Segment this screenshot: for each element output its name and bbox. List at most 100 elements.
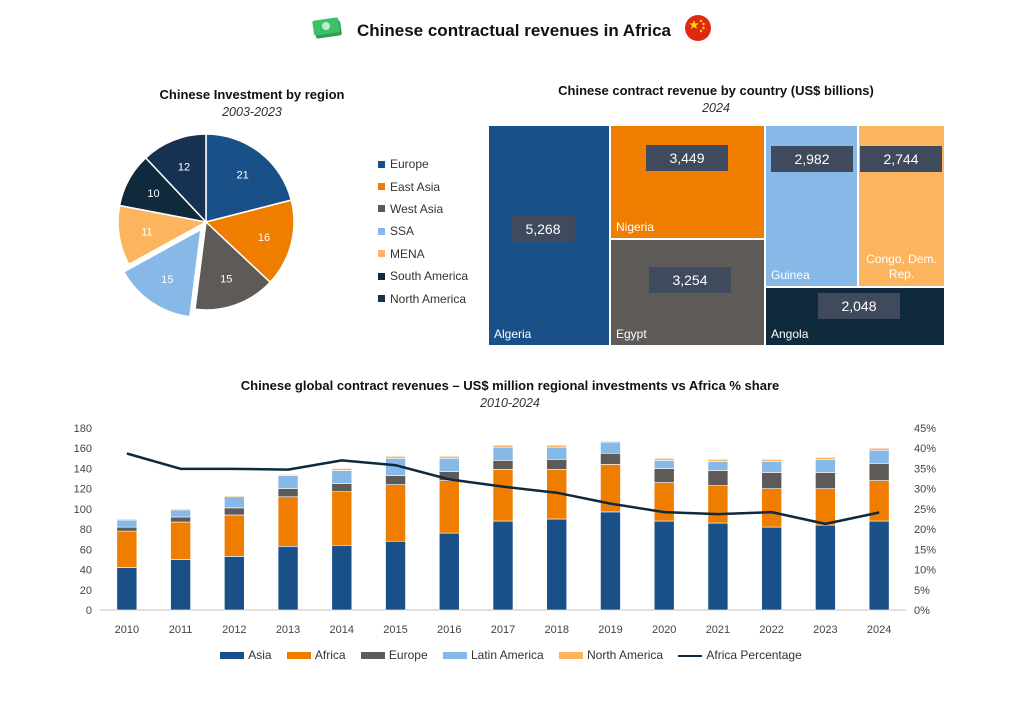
x-axis-tick-label: 2023 bbox=[813, 624, 837, 636]
bar-segment-north-america bbox=[707, 459, 729, 462]
treemap-tile-angola: 2,048 Angola bbox=[765, 287, 945, 346]
treemap-label: Egypt bbox=[616, 327, 647, 341]
bar-segment-asia bbox=[277, 546, 299, 611]
bar-segment-north-america bbox=[331, 468, 353, 471]
legend-item-europe: Europe bbox=[360, 648, 428, 662]
pie-slice-europe bbox=[205, 133, 293, 223]
bar-segment-africa bbox=[492, 469, 514, 522]
y-axis-tick-label: 120 bbox=[74, 484, 92, 496]
legend-label: Africa bbox=[314, 648, 346, 662]
bar-segment-europe bbox=[815, 472, 836, 489]
stacked-bar-chart: 0 20 40 60 80 100 120 140 160 180 0% 5% 10% 15% 20% 25%… bbox=[74, 423, 937, 636]
treemap-label: Angola bbox=[771, 327, 809, 341]
legend-item-south-america: South America bbox=[378, 265, 468, 287]
bar-segment-asia bbox=[653, 520, 675, 611]
bar-segment-asia bbox=[331, 544, 353, 611]
legend-swatch bbox=[442, 652, 467, 660]
bar-segment-asia bbox=[707, 522, 729, 611]
y-axis-tick-label: 100 bbox=[74, 504, 92, 516]
legend-item-west-asia: West Asia bbox=[378, 198, 468, 220]
bar-segment-latin-america bbox=[868, 449, 890, 464]
legend-label: North America bbox=[587, 648, 664, 662]
bar-segment-europe bbox=[492, 460, 514, 470]
bar-segment-north-america bbox=[815, 457, 836, 460]
legend-swatch bbox=[378, 183, 385, 191]
y2-axis-tick-label: 20% bbox=[914, 524, 936, 536]
y2-axis-tick-label: 10% bbox=[914, 565, 936, 577]
legend-item-north-america: North America bbox=[378, 287, 468, 309]
bar-segment-africa bbox=[707, 485, 729, 524]
bar-segment-africa bbox=[116, 530, 138, 568]
legend-label: North America bbox=[390, 291, 467, 306]
treemap-label: Algeria bbox=[494, 327, 532, 341]
treemap-tile-egypt: 3,254 Egypt bbox=[610, 239, 765, 346]
bar-segment-north-america bbox=[600, 440, 621, 443]
page-title: Chinese contractual revenues in Africa bbox=[357, 20, 671, 40]
bar-segment-north-america bbox=[868, 447, 890, 451]
x-axis-tick-label: 2013 bbox=[276, 624, 300, 636]
bar-chart-title: Chinese global contract revenues – US$ m… bbox=[240, 378, 780, 393]
bar-segment-latin-america bbox=[331, 470, 353, 484]
bar-segment-europe bbox=[868, 463, 890, 481]
pie-subtitle: 2003-2023 bbox=[222, 105, 282, 119]
legend-line-swatch bbox=[678, 654, 703, 657]
bar-segment-africa bbox=[385, 484, 406, 542]
bar-segment-africa bbox=[224, 514, 245, 557]
pie-slice-label: 21 bbox=[237, 170, 249, 182]
treemap-subtitle: 2024 bbox=[702, 101, 730, 115]
pie-slice-label: 15 bbox=[161, 274, 173, 286]
legend-swatch bbox=[559, 652, 584, 660]
main-title: Chinese contractual revenues in Africa bbox=[0, 14, 1022, 47]
x-axis-tick-label: 2017 bbox=[491, 624, 515, 636]
bar-segment-europe bbox=[546, 459, 568, 470]
bar-segment-north-america bbox=[653, 458, 675, 461]
bar-segment-north-america bbox=[546, 444, 568, 448]
treemap-value: 5,268 bbox=[511, 216, 575, 242]
x-axis-tick-label: 2021 bbox=[706, 624, 730, 636]
bar-segment-africa bbox=[815, 488, 836, 526]
bar-segment-africa bbox=[653, 482, 675, 522]
y2-axis-tick-label: 0% bbox=[914, 605, 930, 617]
bar-segment-europe bbox=[116, 526, 138, 532]
treemap-value: 3,449 bbox=[646, 145, 728, 171]
x-axis-tick-label: 2012 bbox=[222, 624, 246, 636]
y2-axis-tick-label: 5% bbox=[914, 585, 930, 597]
africa-percentage-line bbox=[126, 452, 880, 526]
x-axis-tick-label: 2018 bbox=[544, 624, 568, 636]
pie-title: Chinese Investment by region bbox=[159, 87, 345, 102]
bar-segment-north-america bbox=[761, 459, 782, 462]
pie-slice-west-asia bbox=[194, 220, 272, 311]
y-axis-tick-label: 160 bbox=[74, 443, 92, 455]
legend-swatch bbox=[378, 227, 385, 235]
legend-label: West Asia bbox=[390, 201, 444, 216]
x-axis-tick-label: 2024 bbox=[867, 624, 891, 636]
treemap-value: 2,982 bbox=[771, 146, 853, 172]
legend-swatch bbox=[378, 205, 385, 213]
bar-segment-latin-america bbox=[707, 461, 729, 471]
bar-segment-latin-america bbox=[653, 460, 675, 469]
legend-label: Europe bbox=[390, 157, 429, 172]
bar-segment-europe bbox=[331, 483, 353, 493]
bar-chart-legend: Asia Africa Europe Latin America North A… bbox=[0, 648, 1022, 662]
legend-label: Latin America bbox=[470, 648, 544, 662]
x-axis-tick-label: 2015 bbox=[383, 624, 407, 636]
bar-segment-europe bbox=[224, 507, 245, 516]
y2-axis-tick-label: 45% bbox=[914, 423, 936, 435]
bar-segment-asia bbox=[116, 567, 138, 611]
bar-segment-europe bbox=[277, 488, 299, 498]
treemap-tile-guinea: 2,982 Guinea bbox=[765, 125, 858, 287]
pie-slice-label: 10 bbox=[147, 188, 159, 200]
legend-item-africa: Africa bbox=[286, 648, 346, 662]
pie-slice-label: 16 bbox=[258, 232, 270, 244]
legend-label: Europe bbox=[388, 648, 428, 662]
legend-swatch bbox=[378, 160, 385, 168]
legend-item-europe: Europe bbox=[378, 153, 468, 175]
bar-segment-north-america bbox=[385, 456, 406, 459]
treemap-value: 2,048 bbox=[818, 293, 900, 319]
treemap-label: Guinea bbox=[771, 268, 810, 282]
y2-axis-tick-label: 35% bbox=[914, 463, 936, 475]
y-axis-tick-label: 40 bbox=[80, 565, 92, 577]
bar-segment-europe bbox=[600, 452, 621, 465]
legend-item-africa-percentage: Africa Percentage bbox=[678, 648, 802, 662]
legend-item-north-america: North America bbox=[559, 648, 663, 662]
